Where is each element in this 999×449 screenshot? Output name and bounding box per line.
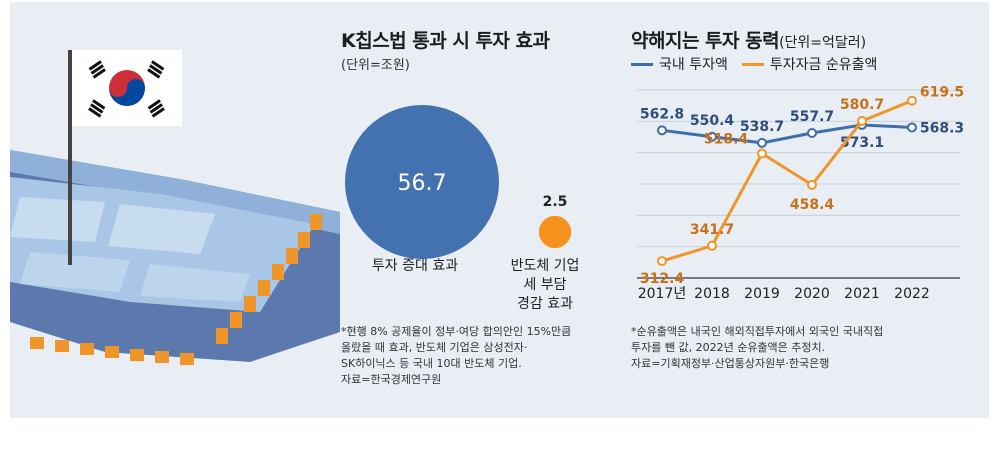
data-label: 557.7	[790, 109, 834, 125]
bubble-label-tax: 반도체 기업 세 부담 경감 효과	[490, 257, 600, 314]
data-label: 550.4	[690, 113, 735, 129]
bubble-label-investment: 투자 증대 효과	[340, 257, 490, 276]
note-line: SK하이닉스 등 국내 10대 반도체 기업.	[341, 357, 522, 370]
left-chart-notes: *현행 8% 공제율이 정부·여당 합의안인 15%만큼 올랐을 때 효과, 반…	[341, 324, 571, 388]
x-tick-label: 2017년	[638, 286, 687, 302]
data-point	[757, 148, 767, 159]
note-line: *현행 8% 공제율이 정부·여당 합의안인 15%만큼	[341, 325, 572, 338]
note-line: 자료=기획재정부·산업통상자원부·한국은행	[631, 357, 830, 370]
chip-cell	[20, 252, 130, 292]
x-tick-label: 2022	[894, 286, 930, 302]
bubble-label-line: 투자 증대 효과	[371, 258, 459, 274]
flag-pole	[68, 50, 72, 265]
chip-cell	[10, 197, 105, 242]
line-chart: 2017년 2018 2019 2020 2021 2022 562.8 550.4 538.7…	[637, 85, 964, 302]
bubble-label-line: 반도체 기업	[510, 258, 580, 274]
note-line: *순유출액은 내국인 해외직접투자에서 외국인 국내직접	[631, 325, 884, 338]
legend: 국내 투자액 투자자금 순유출액	[631, 54, 877, 74]
data-label: 562.8	[640, 106, 684, 122]
data-point	[807, 127, 817, 138]
bubble-chart: 56.7 2.5	[345, 105, 572, 259]
data-label: 341.7	[690, 222, 734, 238]
series-line	[661, 123, 913, 145]
note-line: 투자를 뺀 값, 2022년 순유출액은 추정치.	[631, 341, 826, 354]
data-label: 568.3	[920, 120, 964, 136]
left-chart-unit: (단위=조원)	[341, 58, 410, 73]
legend-swatch-domestic	[631, 62, 653, 66]
data-point	[657, 256, 667, 267]
bubble-label-line: 경감 효과	[517, 296, 573, 312]
right-chart-unit: (단위=억달러)	[779, 35, 867, 51]
data-label: 573.1	[840, 135, 884, 151]
data-label: 580.7	[840, 97, 884, 113]
left-chart-title: K칩스법 통과 시 투자 효과	[341, 30, 550, 52]
bubble-label-line: 세 부담	[523, 277, 567, 293]
x-tick-label: 2018	[694, 286, 730, 302]
bubble-value-label: 2.5	[543, 194, 568, 210]
data-point	[757, 137, 767, 148]
infographic-panel: K칩스법 통과 시 투자 효과 (단위=조원) 56.7 2.5 투자 증대 효과…	[10, 2, 989, 418]
data-point	[707, 131, 717, 142]
legend-swatch-outflow	[741, 62, 764, 66]
bubble	[538, 215, 572, 249]
bubble-value-label: 56.7	[398, 171, 447, 196]
data-label: 518.4	[704, 132, 749, 148]
data-point	[857, 115, 867, 126]
right-chart-notes: *순유출액은 내국인 해외직접투자에서 외국인 국내직접 투자를 뺀 값, 20…	[631, 324, 883, 372]
data-label: 458.4	[790, 197, 835, 213]
note-line: 올랐을 때 효과, 반도체 기업은 삼성전자·	[341, 341, 528, 354]
series-line	[661, 99, 913, 263]
chip-pins	[30, 214, 322, 365]
data-point	[657, 125, 667, 136]
legend-label-outflow: 투자자금 순유출액	[769, 57, 878, 73]
right-chart-header: 약해지는 투자 동력(단위=억달러)	[631, 26, 866, 53]
chip-cell	[140, 264, 250, 302]
chip-cell	[108, 204, 215, 254]
korean-flag-icon	[72, 50, 182, 126]
x-tick-label: 2021	[844, 286, 880, 302]
note-line: 자료=한국경제연구원	[341, 373, 442, 386]
data-point	[907, 95, 917, 106]
semiconductor-chip-illustration	[10, 50, 340, 365]
data-point	[807, 179, 817, 190]
right-chart-title: 약해지는 투자 동력	[631, 30, 780, 52]
x-tick-label: 2020	[794, 286, 830, 302]
data-point	[907, 122, 917, 133]
x-tick-label: 2019	[744, 286, 780, 302]
bubble	[345, 105, 499, 259]
data-point	[707, 240, 717, 251]
data-label: 538.7	[740, 119, 784, 135]
data-label: 619.5	[920, 85, 964, 101]
data-label: 312.4	[640, 271, 685, 287]
legend-label-domestic: 국내 투자액	[659, 57, 728, 73]
